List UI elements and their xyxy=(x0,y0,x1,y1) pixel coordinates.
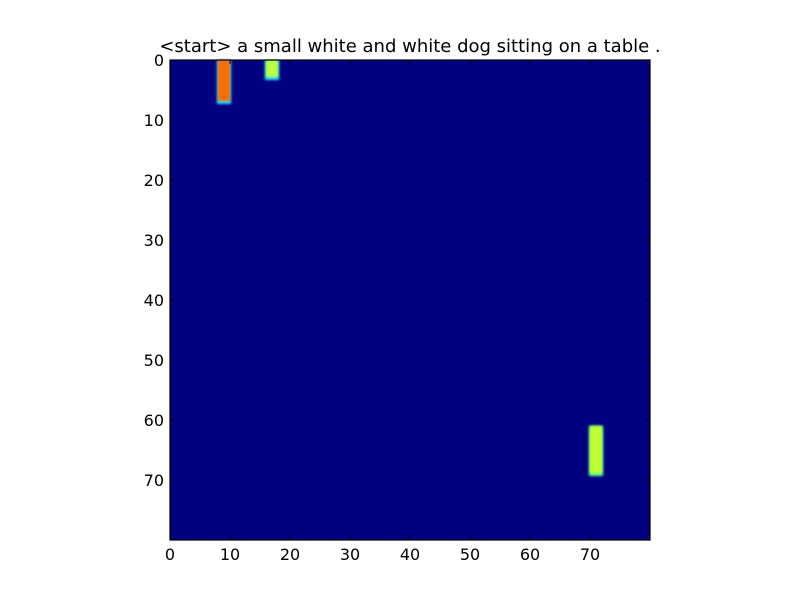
x-tick-label: 0 xyxy=(165,545,175,564)
y-tick-label: 30 xyxy=(144,231,164,250)
y-tick-label: 60 xyxy=(144,411,164,430)
y-tick-label: 20 xyxy=(144,171,164,190)
heatmap-cell-1 xyxy=(266,60,278,77)
y-tick-label: 70 xyxy=(144,471,164,490)
y-tick-label: 10 xyxy=(144,111,164,130)
y-tick-label: 50 xyxy=(144,351,164,370)
x-tick-label: 30 xyxy=(340,545,360,564)
x-axis: 0 10 20 30 40 50 60 70 xyxy=(165,60,600,564)
x-tick-label: 20 xyxy=(280,545,300,564)
x-tick-label: 10 xyxy=(220,545,240,564)
heatmap-cell-2 xyxy=(590,426,602,473)
y-tick-label: 40 xyxy=(144,291,164,310)
heatmap-background xyxy=(170,60,650,540)
x-tick-label: 70 xyxy=(580,545,600,564)
heatmap-cell-0 xyxy=(218,60,230,101)
y-tick-label: 0 xyxy=(154,51,164,70)
x-tick-label: 50 xyxy=(460,545,480,564)
y-axis: 0 10 20 30 40 50 60 70 xyxy=(144,51,650,490)
chart-title: <start> a small white and white dog sitt… xyxy=(159,36,661,57)
x-tick-label: 60 xyxy=(520,545,540,564)
plot-area xyxy=(169,59,651,541)
x-tick-label: 40 xyxy=(400,545,420,564)
